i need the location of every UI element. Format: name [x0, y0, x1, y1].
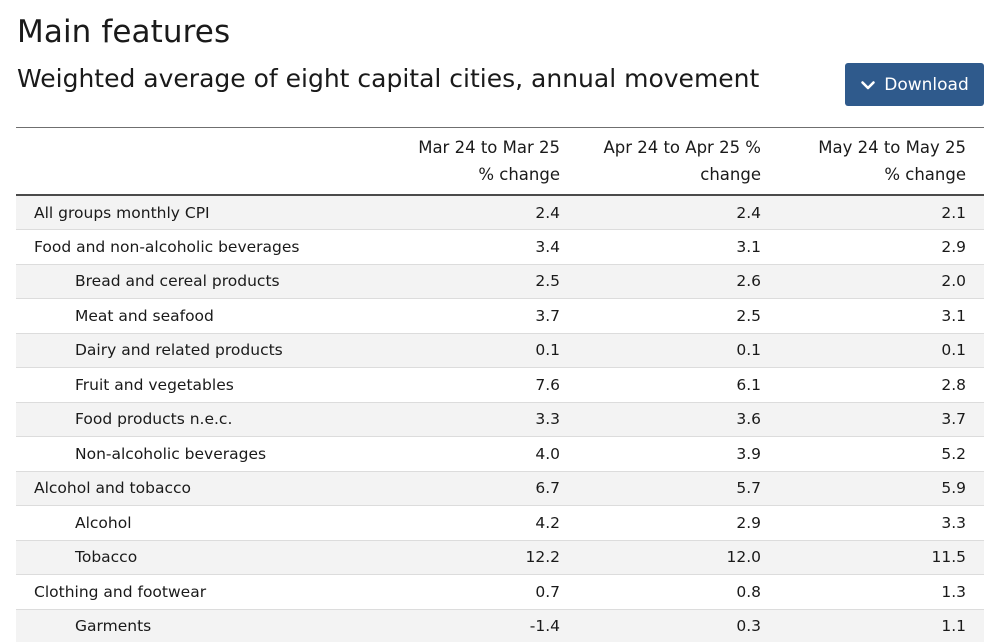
- page-title: Main features: [17, 14, 231, 50]
- cell-apr-change: 3.6: [736, 410, 761, 429]
- cell-may-change: 0.1: [941, 341, 966, 360]
- cell-mar-change: 4.0: [535, 444, 560, 463]
- cell-apr-change: 0.1: [736, 341, 761, 360]
- cell-apr-change: 0.8: [736, 582, 761, 601]
- table-body: All groups monthly CPI 2.4 2.4 2.1 Food and …: [16, 195, 984, 642]
- cell-apr-change: 2.5: [736, 306, 761, 325]
- cell-mar-change: 6.7: [535, 479, 560, 498]
- cell-mar-change: 2.5: [535, 272, 560, 291]
- cell-may-change: 2.0: [941, 272, 966, 291]
- cell-may-change: 1.1: [941, 617, 966, 636]
- table-row: Non-alcoholic beverages 4.0 3.9 5.2: [16, 437, 984, 471]
- cell-may-change: 5.9: [941, 479, 966, 498]
- cell-may-change: 3.7: [941, 410, 966, 429]
- table-header-row: Mar 24 to Mar 25 % change Apr 24 to Apr …: [16, 127, 984, 196]
- cell-apr-change: 2.6: [736, 272, 761, 291]
- cell-apr-change: 2.4: [736, 203, 761, 222]
- cell-may-change: 1.3: [941, 582, 966, 601]
- table-row: Fruit and vegetables 7.6 6.1 2.8: [16, 368, 984, 402]
- column-header-line: % change: [884, 165, 966, 184]
- column-header-label: [16, 128, 378, 196]
- cell-mar-change: 3.7: [535, 306, 560, 325]
- table-row: Tobacco 12.2 12.0 11.5: [16, 540, 984, 575]
- cell-may-change: 2.8: [941, 375, 966, 394]
- row-label: Alcohol and tobacco: [34, 479, 191, 498]
- table-header: Mar 24 to Mar 25 % change Apr 24 to Apr …: [16, 127, 984, 196]
- row-label: Meat and seafood: [75, 306, 214, 325]
- table-row: Food products n.e.c. 3.3 3.6 3.7: [16, 402, 984, 437]
- cell-may-change: 3.3: [941, 513, 966, 532]
- cell-may-change: 5.2: [941, 444, 966, 463]
- cell-mar-change: -1.4: [529, 617, 560, 636]
- cell-mar-change: 7.6: [535, 375, 560, 394]
- column-header-line: Apr 24 to Apr 25 %: [603, 138, 761, 157]
- column-header-apr: Apr 24 to Apr 25 % change: [578, 128, 779, 196]
- section-subtitle: Weighted average of eight capital cities…: [17, 64, 760, 93]
- cpi-table: Mar 24 to Mar 25 % change Apr 24 to Apr …: [16, 127, 984, 642]
- cell-mar-change: 3.3: [535, 410, 560, 429]
- column-header-line: % change: [478, 165, 560, 184]
- row-label: Non-alcoholic beverages: [75, 444, 267, 463]
- cell-apr-change: 5.7: [736, 479, 761, 498]
- row-label: Fruit and vegetables: [75, 375, 234, 394]
- cell-mar-change: 0.1: [535, 341, 560, 360]
- cell-may-change: 3.1: [941, 306, 966, 325]
- download-label: Download: [884, 74, 969, 95]
- table-row: Dairy and related products 0.1 0.1 0.1: [16, 333, 984, 368]
- chevron-down-icon: [861, 80, 876, 89]
- row-label: Clothing and footwear: [34, 582, 207, 601]
- cell-may-change: 2.1: [941, 203, 966, 222]
- download-button[interactable]: Download: [845, 63, 984, 106]
- row-label: Bread and cereal products: [75, 272, 280, 291]
- column-header-may: May 24 to May 25 % change: [779, 128, 984, 196]
- cell-mar-change: 12.2: [525, 548, 560, 567]
- cell-may-change: 2.9: [941, 237, 966, 256]
- cell-apr-change: 3.9: [736, 444, 761, 463]
- column-header-line: May 24 to May 25: [818, 138, 966, 157]
- row-label: Food products n.e.c.: [75, 410, 233, 429]
- cell-mar-change: 2.4: [535, 203, 560, 222]
- cell-mar-change: 4.2: [535, 513, 560, 532]
- column-header-line: Mar 24 to Mar 25: [418, 138, 560, 157]
- cell-apr-change: 6.1: [736, 375, 761, 394]
- cell-mar-change: 3.4: [535, 237, 560, 256]
- table-row: Garments -1.4 0.3 1.1: [16, 609, 984, 642]
- table-row: All groups monthly CPI 2.4 2.4 2.1: [16, 195, 984, 230]
- cell-apr-change: 0.3: [736, 617, 761, 636]
- table-row: Bread and cereal products 2.5 2.6 2.0: [16, 264, 984, 299]
- table-row: Clothing and footwear 0.7 0.8 1.3: [16, 575, 984, 609]
- table-row: Alcohol 4.2 2.9 3.3: [16, 506, 984, 540]
- row-label: Garments: [75, 617, 152, 636]
- cpi-table-container: Mar 24 to Mar 25 % change Apr 24 to Apr …: [16, 127, 984, 642]
- table-row: Food and non-alcoholic beverages 3.4 3.1 2.…: [16, 230, 984, 264]
- row-label: Dairy and related products: [75, 341, 283, 360]
- row-label: Tobacco: [75, 548, 138, 567]
- cell-apr-change: 2.9: [736, 513, 761, 532]
- table-row: Alcohol and tobacco 6.7 5.7 5.9: [16, 471, 984, 506]
- row-label: Alcohol: [75, 513, 132, 532]
- row-label: Food and non-alcoholic beverages: [34, 237, 300, 256]
- column-header-line: change: [700, 165, 761, 184]
- cell-apr-change: 12.0: [726, 548, 761, 567]
- row-label: All groups monthly CPI: [34, 203, 210, 222]
- cell-may-change: 11.5: [931, 548, 966, 567]
- table-row: Meat and seafood 3.7 2.5 3.1: [16, 299, 984, 333]
- column-header-mar: Mar 24 to Mar 25 % change: [378, 128, 578, 196]
- cell-mar-change: 0.7: [535, 582, 560, 601]
- cell-apr-change: 3.1: [736, 237, 761, 256]
